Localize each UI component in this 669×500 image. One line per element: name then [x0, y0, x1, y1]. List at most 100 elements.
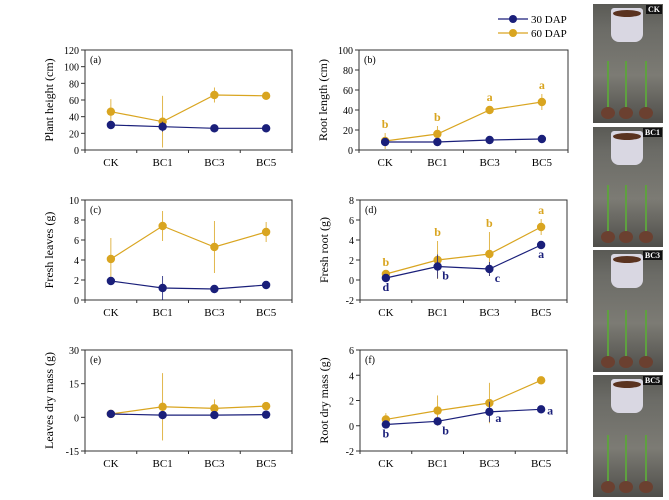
y-tick-label: -2 — [346, 296, 354, 307]
y-tick-label: -2 — [346, 447, 354, 458]
x-tick-label: BC5 — [256, 458, 277, 470]
x-tick-label: BC1 — [427, 157, 447, 169]
x-tick-label: BC3 — [479, 307, 500, 319]
data-point — [158, 221, 167, 231]
data-point — [158, 402, 167, 411]
panel-label: (c) — [90, 205, 101, 216]
seedling — [645, 61, 647, 109]
x-tick-label: BC1 — [428, 307, 448, 319]
series-line-60dap — [385, 379, 542, 421]
plant-photo-ck: CK — [593, 4, 663, 123]
x-tick-label: BC3 — [204, 458, 225, 470]
y-tick-label: 4 — [349, 236, 354, 247]
data-point — [261, 280, 271, 290]
plant-photo-bc3: BC3 — [593, 250, 663, 372]
seedling — [607, 61, 609, 109]
significance-letter: b — [486, 216, 493, 230]
data-point — [261, 410, 271, 419]
plot-frame — [84, 349, 293, 452]
data-point — [381, 273, 391, 283]
significance-letter: a — [538, 247, 544, 261]
series-line-60dap — [385, 101, 542, 142]
y-tick-label: 4 — [74, 256, 79, 267]
x-tick-label: BC1 — [153, 458, 173, 470]
y-tick-label: 0 — [348, 146, 353, 157]
data-point — [261, 91, 271, 101]
seedling — [645, 435, 647, 483]
plot-frame — [359, 349, 568, 452]
y-tick-label: 2 — [349, 256, 354, 267]
panel-label: (f) — [365, 355, 375, 366]
seedling — [625, 310, 627, 358]
x-tick-label: CK — [377, 157, 392, 169]
y-tick-label: 80 — [69, 79, 79, 90]
root-ball — [601, 356, 615, 368]
photo-label: CK — [646, 5, 662, 14]
data-point — [158, 122, 167, 131]
y-tick-label: 10 — [69, 196, 79, 207]
data-point — [433, 262, 442, 271]
series-line-60dap — [385, 226, 542, 275]
data-point — [433, 129, 442, 139]
x-tick-label: BC1 — [428, 458, 448, 470]
legend-marker-30dap — [509, 15, 517, 23]
root-ball — [639, 231, 653, 243]
y-axis-label: Leaves dry mass (g) — [42, 352, 56, 449]
root-ball — [619, 107, 633, 119]
significance-letter: c — [495, 271, 501, 285]
data-point — [106, 409, 116, 419]
x-tick-label: BC5 — [532, 157, 553, 169]
y-tick-label: 30 — [69, 346, 79, 357]
data-point — [433, 406, 442, 415]
series-line-30dap — [110, 280, 267, 290]
y-tick-label: 0 — [74, 296, 79, 307]
root-ball — [619, 231, 633, 243]
series-line-30dap — [385, 138, 542, 143]
x-tick-label: CK — [378, 458, 393, 470]
root-ball — [639, 481, 653, 493]
x-tick-label: CK — [103, 307, 118, 319]
data-point — [210, 242, 219, 252]
legend-label-60dap: 60 DAP — [531, 28, 567, 40]
series-line-60dap — [110, 405, 267, 415]
x-tick-label: BC3 — [204, 157, 225, 169]
data-point — [261, 124, 271, 133]
y-tick-label: 80 — [343, 66, 353, 77]
panel-label: (e) — [90, 355, 101, 366]
data-point — [210, 124, 219, 133]
chart-panel-f: (f) -2 0 2 4 6 CK BC1 BC3 BC5 Root dry mass (g) b b a… — [317, 346, 568, 470]
panel-label: (a) — [90, 55, 101, 66]
legend: 30 DAP 60 DAP — [498, 14, 567, 40]
soil — [613, 10, 641, 17]
significance-letter: a — [487, 90, 493, 104]
data-point — [261, 227, 271, 237]
photo-label: BC5 — [642, 376, 662, 385]
data-point — [536, 376, 546, 385]
seedling — [645, 185, 647, 233]
soil — [613, 133, 641, 140]
data-point — [485, 264, 494, 274]
data-point — [485, 105, 494, 115]
y-tick-label: 0 — [349, 276, 354, 287]
series-line-30dap — [385, 408, 542, 426]
y-tick-label: 6 — [349, 216, 354, 227]
plant-photo-bc1: BC1 — [593, 127, 663, 247]
y-axis-label: Root dry mass (g) — [317, 357, 331, 443]
series-line-30dap — [110, 124, 267, 129]
plot-frame — [358, 49, 569, 151]
data-point — [106, 107, 116, 116]
x-tick-label: BC3 — [204, 307, 225, 319]
y-tick-label: -15 — [66, 447, 79, 458]
seedling — [607, 185, 609, 233]
y-axis-label: Fresh leaves (g) — [42, 212, 56, 289]
significance-letter: a — [538, 203, 544, 217]
chart-panel-a: (a) 0 20 40 60 80 100 120 CK BC1 BC3 BC5 Plant heigh… — [42, 46, 293, 169]
data-point — [537, 134, 547, 144]
series-line-60dap — [110, 94, 267, 123]
data-point — [485, 407, 494, 417]
y-tick-label: 6 — [349, 346, 354, 357]
significance-letter: b — [442, 269, 449, 283]
seedling — [625, 185, 627, 233]
